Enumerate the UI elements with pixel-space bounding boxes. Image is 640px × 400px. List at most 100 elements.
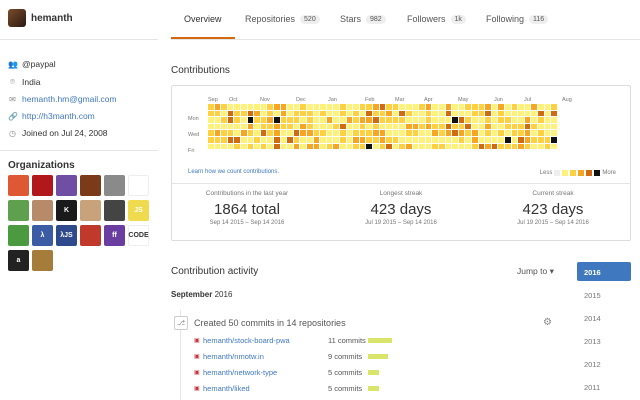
repo-link[interactable]: hemanth/stock-board-pwa [203,336,290,345]
contribution-day[interactable] [425,117,432,123]
contribution-day[interactable] [214,137,221,143]
contribution-day[interactable] [379,123,386,130]
contribution-day[interactable] [307,104,313,110]
contribution-day[interactable] [524,137,531,143]
contribution-day[interactable] [538,123,544,130]
contribution-day[interactable] [274,143,280,150]
org-duckduckgo[interactable] [8,175,29,196]
contribution-day[interactable] [538,130,544,136]
contribution-day[interactable] [373,143,379,150]
contribution-day[interactable] [340,117,346,123]
org-code[interactable]: CODE [128,225,149,246]
contribution-day[interactable] [221,143,227,150]
contribution-day[interactable] [425,123,432,130]
org-k-org[interactable]: K [56,200,77,221]
contribution-day[interactable] [399,104,405,110]
user-header[interactable]: hemanth [8,9,73,27]
contribution-day[interactable] [340,104,346,110]
contribution-day[interactable] [267,117,273,123]
contribution-day[interactable] [247,143,254,150]
contribution-day[interactable] [379,117,386,123]
contribution-day[interactable] [208,104,214,110]
contribution-day[interactable] [260,123,267,130]
jump-to-dropdown[interactable]: Jump to ▾ [517,266,554,276]
tab-followers[interactable]: Followers 1k [407,14,466,24]
contribution-day[interactable] [399,130,405,136]
contribution-day[interactable] [439,110,445,117]
contribution-day[interactable] [432,143,438,150]
contribution-day[interactable] [531,137,537,143]
contribution-day[interactable] [359,137,366,143]
org-gears[interactable] [104,200,125,221]
year-2014[interactable]: 2014 [584,314,601,323]
contribution-day[interactable] [419,137,425,143]
contribution-day[interactable] [478,123,485,130]
contribution-day[interactable] [511,110,518,117]
contribution-day[interactable] [221,137,227,143]
contribution-day[interactable] [313,104,320,110]
contribution-day[interactable] [524,143,531,150]
contribution-day[interactable] [478,110,485,117]
contribution-day[interactable] [340,123,346,130]
contribution-day[interactable] [373,117,379,123]
contribution-day[interactable] [307,117,313,123]
contribution-day[interactable] [544,117,551,123]
contribution-day[interactable] [326,137,333,143]
contribution-day[interactable] [458,110,465,117]
contribution-day[interactable] [406,117,412,123]
repo-commit-count[interactable]: 5 commits [328,384,363,393]
contribution-day[interactable] [465,130,471,136]
org-lion[interactable] [32,250,53,271]
contribution-day[interactable] [531,104,537,110]
contribution-day[interactable] [538,117,544,123]
contribution-day[interactable] [551,117,557,123]
contribution-day[interactable] [234,123,240,130]
contribution-day[interactable] [340,143,346,150]
contribution-day[interactable] [274,104,280,110]
contribution-day[interactable] [452,104,458,110]
contribution-day[interactable] [320,104,326,110]
contribution-day[interactable] [386,143,392,150]
contribution-day[interactable] [373,137,379,143]
contribution-day[interactable] [366,104,372,110]
contribution-day[interactable] [425,104,432,110]
contribution-day[interactable] [551,110,557,117]
contribution-day[interactable] [439,130,445,136]
contribution-day[interactable] [551,130,557,136]
contribution-day[interactable] [254,130,260,136]
contribution-day[interactable] [392,117,399,123]
org-ff[interactable]: ff [104,225,125,246]
contribution-day[interactable] [386,117,392,123]
org-lambda-js[interactable]: λJS [56,225,77,246]
contribution-day[interactable] [544,130,551,136]
contribution-day[interactable] [392,137,399,143]
contribution-day[interactable] [333,117,339,123]
contribution-day[interactable] [544,137,551,143]
contribution-day[interactable] [293,143,300,150]
contribution-day[interactable] [241,137,247,143]
contribution-day[interactable] [551,137,557,143]
contribution-day[interactable] [293,104,300,110]
contribution-day[interactable] [241,143,247,150]
contribution-day[interactable] [478,117,485,123]
contribution-day[interactable] [465,104,471,110]
contribution-day[interactable] [412,110,419,117]
contribution-day[interactable] [293,130,300,136]
contribution-day[interactable] [307,123,313,130]
contribution-day[interactable] [241,130,247,136]
contribution-day[interactable] [379,143,386,150]
contribution-day[interactable] [392,110,399,117]
contribution-day[interactable] [472,143,478,150]
tab-repositories[interactable]: Repositories 520 [245,14,320,24]
contribution-day[interactable] [524,117,531,123]
contribution-day[interactable] [326,117,333,123]
contribution-day[interactable] [505,137,511,143]
contribution-day[interactable] [326,110,333,117]
contribution-day[interactable] [208,117,214,123]
contribution-day[interactable] [346,130,353,136]
contribution-day[interactable] [518,110,524,117]
contribution-day[interactable] [511,104,518,110]
contribution-day[interactable] [274,110,280,117]
contribution-day[interactable] [472,104,478,110]
contribution-day[interactable] [320,137,326,143]
